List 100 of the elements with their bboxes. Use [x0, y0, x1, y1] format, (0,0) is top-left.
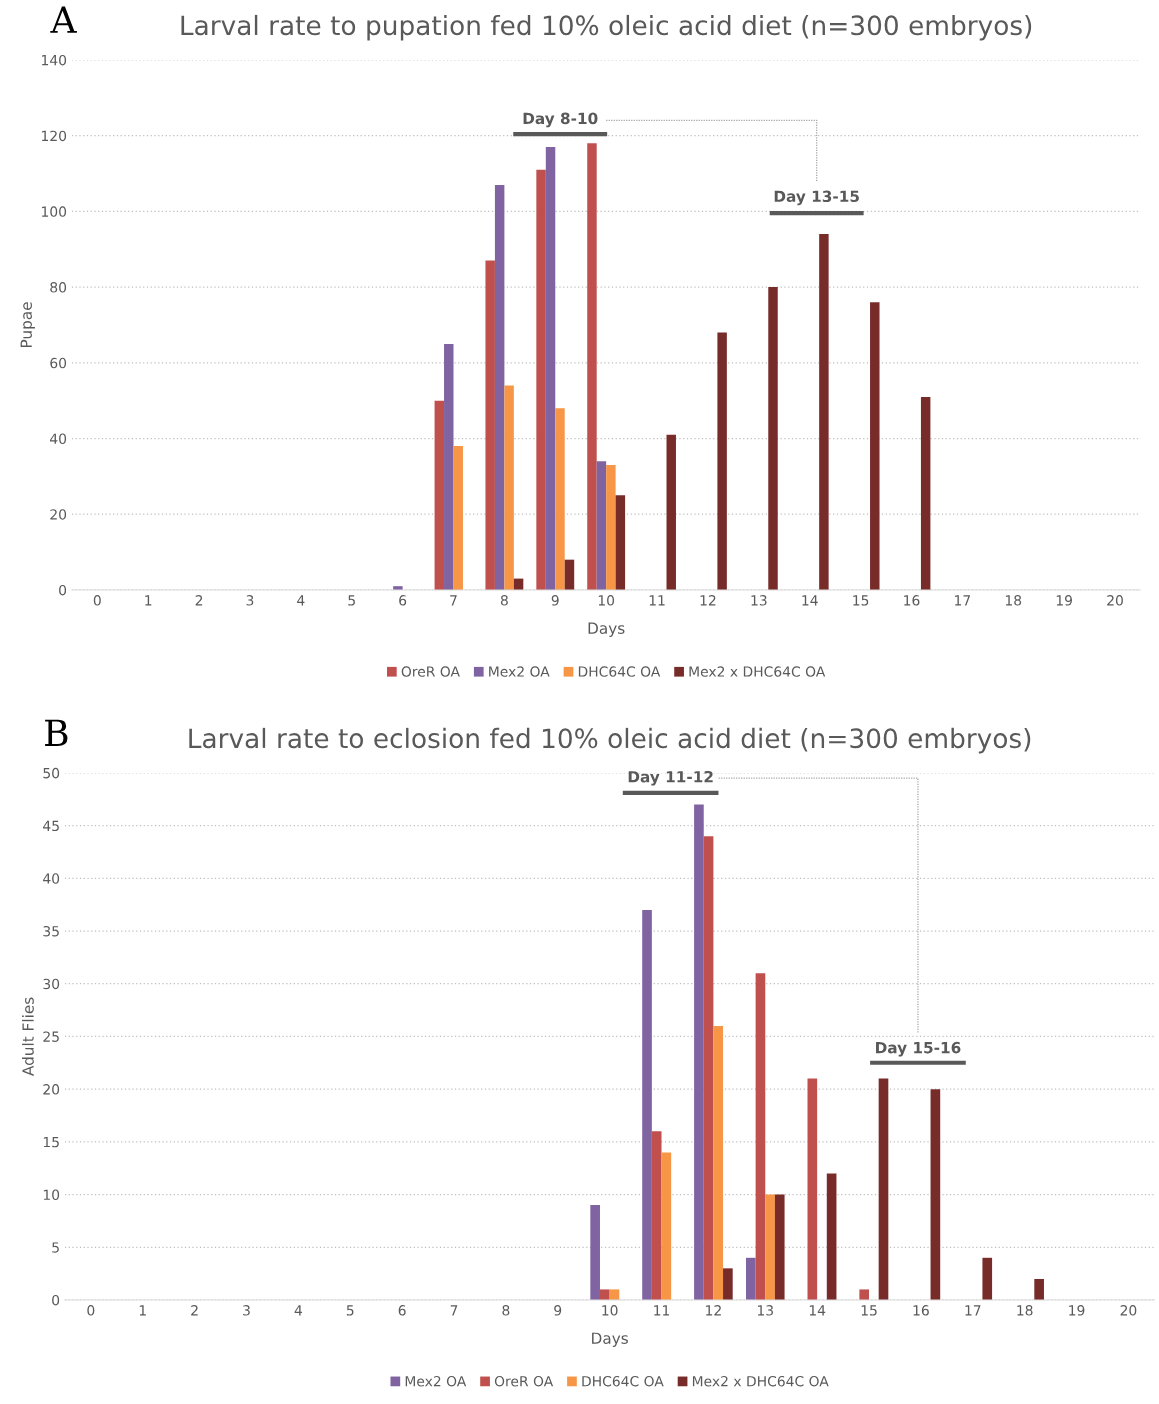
- x-tick-label: 15: [861, 1305, 877, 1316]
- x-tick-label: 5: [348, 595, 355, 606]
- x-tick-label: 11: [649, 595, 665, 606]
- annotation: Day 13-15: [774, 190, 859, 206]
- x-tick-label: 12: [700, 595, 716, 606]
- y-tick-label: 30: [43, 978, 60, 990]
- x-axis-title: Days: [592, 1332, 628, 1347]
- x-tick-label: 11: [654, 1305, 670, 1316]
- y-tick-label: 25: [43, 1031, 59, 1042]
- bar: [536, 169, 546, 590]
- x-tick-label: 14: [802, 595, 818, 606]
- bar: [661, 1152, 672, 1300]
- bar: [723, 1268, 733, 1300]
- bar: [694, 804, 704, 1300]
- bar: [765, 1194, 775, 1300]
- x-tick-label: 10: [598, 595, 615, 606]
- x-tick-label: 3: [243, 1305, 250, 1316]
- legend-label: Mex2 x DHC64C OA: [689, 666, 826, 677]
- x-tick-label: 0: [87, 1305, 95, 1316]
- y-tick-label: 20: [50, 509, 67, 520]
- bar: [826, 1173, 837, 1300]
- bar: [878, 1078, 889, 1300]
- y-tick-label: 120: [42, 130, 67, 142]
- x-tick-label: 4: [294, 1305, 302, 1316]
- bar: [651, 1131, 662, 1300]
- bar: [599, 1289, 610, 1300]
- x-tick-label: 7: [450, 1305, 458, 1316]
- legend-label: OreR OA: [401, 666, 460, 677]
- y-tick-label: 40: [50, 433, 67, 444]
- y-tick-label: 20: [43, 1084, 60, 1095]
- bar: [444, 343, 454, 590]
- annotation: Day 8-10: [523, 112, 598, 128]
- x-tick-label: 15: [853, 595, 869, 606]
- y-tick-label: 50: [43, 767, 60, 779]
- legend-label: Mex2 x DHC64C OA: [692, 1375, 829, 1387]
- bar: [494, 184, 505, 590]
- x-tick-label: 7: [450, 595, 457, 606]
- x-tick-label: 16: [904, 595, 920, 606]
- bar: [590, 1205, 600, 1300]
- y-tick-label: 35: [43, 925, 59, 937]
- bar: [717, 332, 727, 590]
- x-tick-label: 18: [1005, 595, 1022, 606]
- x-tick-label: 12: [706, 1305, 721, 1316]
- legend-label: DHC64C OA: [578, 666, 661, 677]
- bar: [819, 234, 829, 590]
- x-tick-label: 17: [955, 595, 971, 606]
- x-tick-label: 1: [139, 1305, 146, 1316]
- y-tick-label: 0: [59, 584, 67, 596]
- y-tick-label: 10: [43, 1189, 60, 1201]
- bar: [485, 260, 495, 590]
- bar: [504, 385, 514, 590]
- x-tick-label: 8: [500, 595, 508, 606]
- bar: [587, 143, 597, 590]
- bar: [755, 973, 766, 1300]
- y-axis-title: Adult Flies: [22, 997, 34, 1076]
- bar: [768, 287, 778, 590]
- legend-label: Mex2 OA: [405, 1375, 467, 1387]
- x-tick-label: 16: [913, 1305, 929, 1316]
- bar: [920, 396, 931, 590]
- legend-label: DHC64C OA: [582, 1375, 664, 1387]
- bar: [666, 434, 676, 590]
- x-tick-label: 18: [1017, 1305, 1033, 1316]
- y-tick-label: 5: [52, 1242, 59, 1253]
- x-tick-label: 1: [145, 595, 152, 606]
- x-tick-label: 10: [602, 1305, 618, 1316]
- x-tick-label: 3: [246, 595, 254, 606]
- bar: [870, 302, 880, 590]
- bar: [774, 1194, 785, 1300]
- legend-label: Mex2 OA: [489, 666, 550, 677]
- x-tick-label: 2: [191, 1305, 198, 1316]
- y-tick-label: 60: [50, 357, 67, 369]
- x-tick-label: 9: [551, 595, 559, 606]
- y-axis-title: Pupae: [20, 302, 35, 347]
- x-tick-label: 6: [399, 595, 407, 606]
- bar: [713, 1025, 724, 1300]
- x-tick-label: 9: [554, 1305, 562, 1316]
- bar: [745, 1257, 756, 1300]
- bar: [703, 836, 714, 1300]
- bar: [859, 1289, 870, 1300]
- legend-label: OreR OA: [494, 1375, 554, 1387]
- text: A: [50, 6, 77, 33]
- y-tick-label: 45: [43, 820, 59, 832]
- x-tick-label: 20: [1107, 595, 1123, 606]
- bar: [807, 1078, 818, 1300]
- bar: [642, 909, 652, 1300]
- bar: [606, 465, 616, 590]
- bar: [555, 408, 565, 590]
- annotation: Day 11-12: [628, 770, 713, 786]
- y-tick-label: 80: [50, 282, 67, 293]
- y-tick-label: 15: [43, 1137, 59, 1148]
- chart-title: Larval rate to pupation fed 10% oleic acid diet (n=300 embryos): [181, 14, 1032, 41]
- x-tick-label: 8: [502, 1305, 510, 1316]
- bar: [615, 495, 626, 590]
- y-tick-label: 140: [42, 54, 67, 66]
- bar: [930, 1089, 941, 1300]
- x-tick-label: 6: [398, 1305, 406, 1316]
- x-tick-label: 13: [757, 1305, 773, 1316]
- x-tick-label: 17: [965, 1305, 981, 1316]
- bar: [545, 147, 556, 590]
- x-tick-label: 5: [346, 1305, 354, 1316]
